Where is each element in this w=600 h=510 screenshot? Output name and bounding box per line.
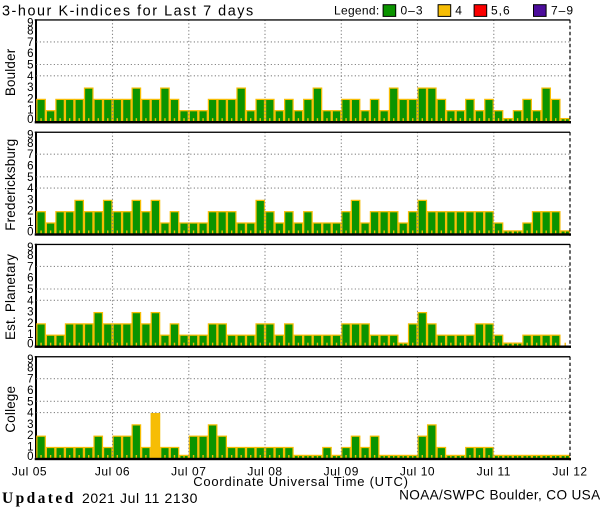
svg-text:Fredericksburg: Fredericksburg [3, 139, 18, 231]
svg-text:4: 4 [27, 71, 34, 83]
svg-text:1: 1 [27, 217, 33, 229]
svg-text:7: 7 [27, 37, 33, 49]
svg-text:4: 4 [455, 4, 463, 18]
svg-text:Jul 10: Jul 10 [400, 465, 435, 479]
svg-text:5: 5 [27, 60, 33, 72]
svg-text:Jul 11: Jul 11 [477, 465, 511, 479]
svg-text:6: 6 [27, 161, 33, 173]
svg-text:Jul 09: Jul 09 [324, 465, 359, 479]
svg-text:6: 6 [27, 48, 33, 60]
svg-text:5: 5 [27, 284, 33, 296]
svg-text:Coordinate Universal Time (UTC: Coordinate Universal Time (UTC) [193, 474, 408, 489]
svg-text:3: 3 [27, 419, 33, 431]
svg-text:2: 2 [27, 318, 33, 330]
svg-text:0: 0 [27, 451, 33, 463]
svg-text:9: 9 [27, 354, 33, 366]
svg-text:4: 4 [27, 295, 34, 307]
svg-text:9: 9 [27, 242, 33, 254]
svg-text:7–9: 7–9 [551, 4, 574, 18]
svg-text:7: 7 [27, 374, 33, 386]
svg-text:3: 3 [27, 307, 33, 319]
svg-text:9: 9 [27, 130, 33, 142]
svg-text:5: 5 [27, 396, 33, 408]
svg-text:1: 1 [27, 105, 33, 117]
svg-text:2021 Jul 11 2130: 2021 Jul 11 2130 [82, 490, 198, 506]
svg-text:Jul 07: Jul 07 [171, 465, 206, 479]
svg-text:0: 0 [27, 114, 33, 126]
svg-text:Jul 05: Jul 05 [12, 465, 47, 479]
svg-text:1: 1 [27, 329, 33, 341]
svg-text:0: 0 [27, 226, 33, 238]
svg-text:Updated: Updated [2, 490, 76, 507]
svg-text:NOAA/SWPC Boulder, CO USA: NOAA/SWPC Boulder, CO USA [399, 488, 600, 503]
svg-text:Jul 08: Jul 08 [247, 465, 282, 479]
svg-text:5: 5 [27, 172, 33, 184]
svg-text:8: 8 [27, 26, 33, 38]
svg-text:0: 0 [27, 339, 33, 351]
svg-text:8: 8 [27, 250, 33, 262]
svg-text:8: 8 [27, 362, 33, 374]
svg-text:6: 6 [27, 273, 33, 285]
svg-text:Boulder: Boulder [3, 48, 18, 96]
svg-text:3: 3 [27, 194, 33, 206]
svg-text:2: 2 [27, 430, 33, 442]
svg-text:Est. Planetary: Est. Planetary [3, 254, 18, 340]
svg-text:2: 2 [27, 93, 33, 105]
svg-text:7: 7 [27, 149, 33, 161]
svg-text:2: 2 [27, 206, 33, 218]
svg-text:4: 4 [27, 183, 34, 195]
svg-text:Legend:: Legend: [334, 4, 379, 18]
svg-text:7: 7 [27, 261, 33, 273]
svg-text:0–3: 0–3 [401, 4, 424, 18]
svg-text:3: 3 [27, 82, 33, 94]
svg-text:6: 6 [27, 385, 33, 397]
svg-text:5,6: 5,6 [491, 4, 511, 18]
svg-text:9: 9 [27, 17, 33, 29]
svg-text:1: 1 [27, 442, 33, 454]
svg-text:College: College [3, 386, 18, 433]
svg-text:8: 8 [27, 138, 33, 150]
svg-text:3-hour K-indices for Last 7 da: 3-hour K-indices for Last 7 days [2, 4, 255, 20]
svg-text:Jul 12: Jul 12 [552, 465, 587, 479]
svg-text:Jul 06: Jul 06 [95, 465, 130, 479]
svg-text:4: 4 [27, 408, 34, 420]
